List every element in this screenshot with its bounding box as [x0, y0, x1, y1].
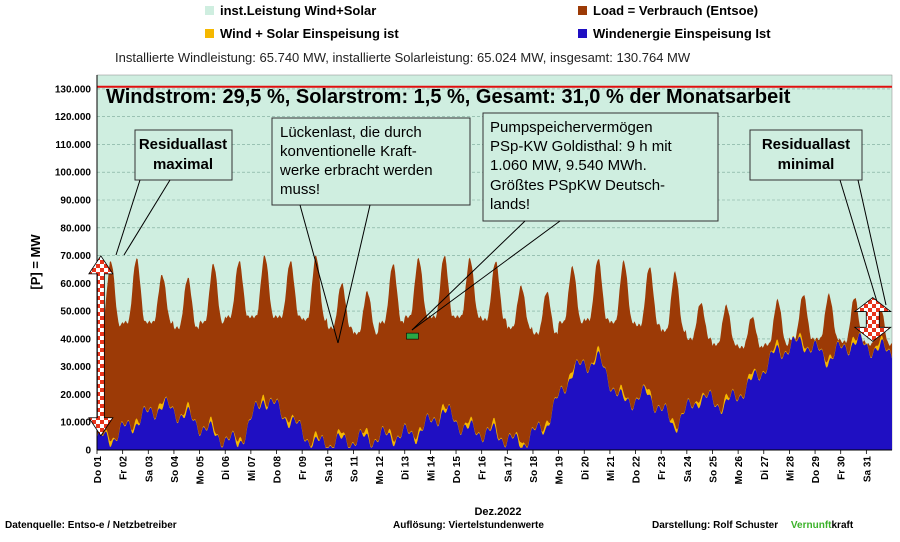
annotation-residual-max-line2: maximal: [153, 156, 213, 173]
y-tick-label: 60.000: [60, 279, 91, 290]
annotation-pumped-storage-line5: lands!: [490, 196, 530, 213]
annotation-residual-min: Residuallast minimal: [749, 129, 887, 306]
annotation-residual-max: Residuallast maximal: [115, 129, 233, 256]
footer-author: Darstellung: Rolf Schuster Vernunftkraft: [652, 520, 853, 531]
y-tick-label: 70.000: [60, 251, 91, 262]
y-tick-label: 0: [85, 446, 91, 457]
legend-item-installed: inst.Leistung Wind+Solar: [205, 3, 376, 18]
y-tick-label: 10.000: [60, 418, 91, 429]
annotation-gap-load: Lückenlast, die durch konventionelle Kra…: [271, 117, 471, 344]
footer-author-prefix: Darstellung: Rolf Schuster: [652, 520, 779, 531]
y-tick-label: 110.000: [55, 140, 91, 151]
x-tick-label: Mi 28: [785, 456, 796, 481]
legend-item-wind: Windenergie Einspeisung Ist: [578, 26, 771, 41]
x-tick-label: Mo 26: [734, 456, 745, 485]
annotation-gap-load-line1: Lückenlast, die durch: [280, 124, 422, 141]
x-tick-label: So 18: [529, 456, 540, 483]
pumped-storage-marker: [406, 332, 419, 340]
series-areas: [97, 255, 892, 450]
x-tick-label: Fr 02: [119, 456, 130, 480]
x-tick-label: Di 27: [760, 456, 771, 480]
x-tick-label: So 11: [349, 456, 360, 483]
y-tick-label: 90.000: [60, 196, 91, 207]
legend-swatch-load: [578, 6, 587, 15]
x-tick-label: Mo 12: [375, 456, 386, 485]
annotation-gap-load-line3: werke erbracht werden: [279, 162, 433, 179]
residual-marker: [88, 255, 114, 437]
annotation-residual-max-line1: Residuallast: [139, 136, 227, 153]
y-tick-label: 20.000: [60, 390, 91, 401]
footer-brand-rest: kraft: [831, 520, 854, 531]
y-tick-label: 40.000: [60, 334, 91, 345]
y-tick-label: 120.000: [55, 112, 92, 123]
footer-brand-green: Vernunft: [790, 520, 832, 531]
residual-markers: [88, 255, 892, 437]
y-tick-label: 80.000: [60, 223, 91, 234]
x-axis-label: Dez.2022: [474, 506, 521, 518]
y-tick-label: 130.000: [55, 84, 92, 95]
x-tick-label: Sa 03: [144, 456, 155, 483]
x-tick-label: Di 06: [221, 456, 232, 480]
x-tick-label: Fr 09: [298, 456, 309, 480]
x-tick-label: So 25: [708, 456, 719, 483]
footer-source: Datenquelle: Entso-e / Netzbetreiber: [5, 520, 177, 531]
x-tick-label: Do 08: [273, 456, 284, 484]
installed-capacity-caption: Installierte Windleistung: 65.740 MW, in…: [115, 50, 691, 65]
legend-label-installed: inst.Leistung Wind+Solar: [220, 3, 377, 18]
annotation-gap-load-line2: konventionelle Kraft-: [280, 143, 417, 160]
legend-item-load: Load = Verbrauch (Entsoe): [578, 3, 758, 18]
annotation-pumped-storage-line2: PSp-KW Goldisthal: 9 h mit: [490, 138, 673, 155]
x-tick-labels: Do 01 Fr 02 Sa 03 So 04 Mo 05 Di 06 Mi 07 Do 08…: [93, 450, 873, 484]
x-tick-label: Sa 17: [503, 456, 514, 483]
x-tick-label: Sa 31: [862, 456, 873, 483]
annotation-gap-load-line4: muss!: [280, 181, 320, 198]
wind-area: [97, 332, 892, 450]
x-tick-label: Do 22: [632, 456, 643, 484]
x-tick-label: So 04: [170, 456, 181, 483]
residual-marker: [853, 297, 892, 342]
x-tick-label: Di 20: [580, 456, 591, 480]
x-tick-label: Do 29: [811, 456, 822, 484]
annotation-residual-min-line2: minimal: [778, 156, 835, 173]
x-tick-label: Di 13: [401, 456, 412, 480]
annotation-pumped-storage-line3: 1.060 MW, 9.540 MWh.: [490, 157, 647, 174]
legend-swatch-wind-solar: [205, 29, 214, 38]
x-tick-label: Sa 24: [683, 456, 694, 483]
x-tick-label: Do 15: [452, 456, 463, 484]
footer-resolution: Auflösung: Viertelstundenwerte: [393, 520, 544, 531]
x-tick-label: Mi 14: [426, 456, 437, 481]
x-tick-label: Mo 05: [196, 456, 207, 485]
y-tick-label: 30.000: [60, 362, 91, 373]
legend-item-wind-solar: Wind + Solar Einspeisung ist: [205, 26, 399, 41]
x-tick-label: Mi 07: [247, 456, 258, 481]
x-tick-label: Fr 30: [837, 456, 848, 480]
annotation-pumped-storage: Pumpspeichervermögen PSp-KW Goldisthal: …: [411, 112, 719, 331]
x-tick-label: Fr 23: [657, 456, 668, 480]
x-tick-label: Mo 19: [555, 456, 566, 485]
annotation-residual-min-line1: Residuallast: [762, 136, 850, 153]
annotation-pumped-storage-line4: Größtes PSpKW Deutsch-: [490, 177, 665, 194]
x-tick-label: Sa 10: [324, 456, 335, 483]
legend-label-wind-solar: Wind + Solar Einspeisung ist: [220, 26, 399, 41]
legend-label-wind: Windenergie Einspeisung Ist: [593, 26, 771, 41]
x-tick-label: Do 01: [93, 456, 104, 484]
x-tick-label: Fr 16: [478, 456, 489, 480]
y-tick-label: 100.000: [55, 168, 92, 179]
headline: Windstrom: 29,5 %, Solarstrom: 1,5 %, Ge…: [106, 86, 791, 108]
legend-swatch-wind: [578, 29, 587, 38]
x-tick-label: Mi 21: [606, 456, 617, 481]
legend-swatch-installed: [205, 6, 214, 15]
y-tick-labels: 0 10.000 20.000 30.000 40.000 50.000 60.000 70.…: [55, 84, 92, 456]
legend-label-load: Load = Verbrauch (Entsoe): [593, 3, 759, 18]
y-tick-label: 50.000: [60, 307, 91, 318]
y-axis-label: [P] = MW: [28, 234, 43, 290]
annotation-pumped-storage-line1: Pumpspeichervermögen: [490, 119, 653, 136]
load-area: [97, 255, 892, 450]
